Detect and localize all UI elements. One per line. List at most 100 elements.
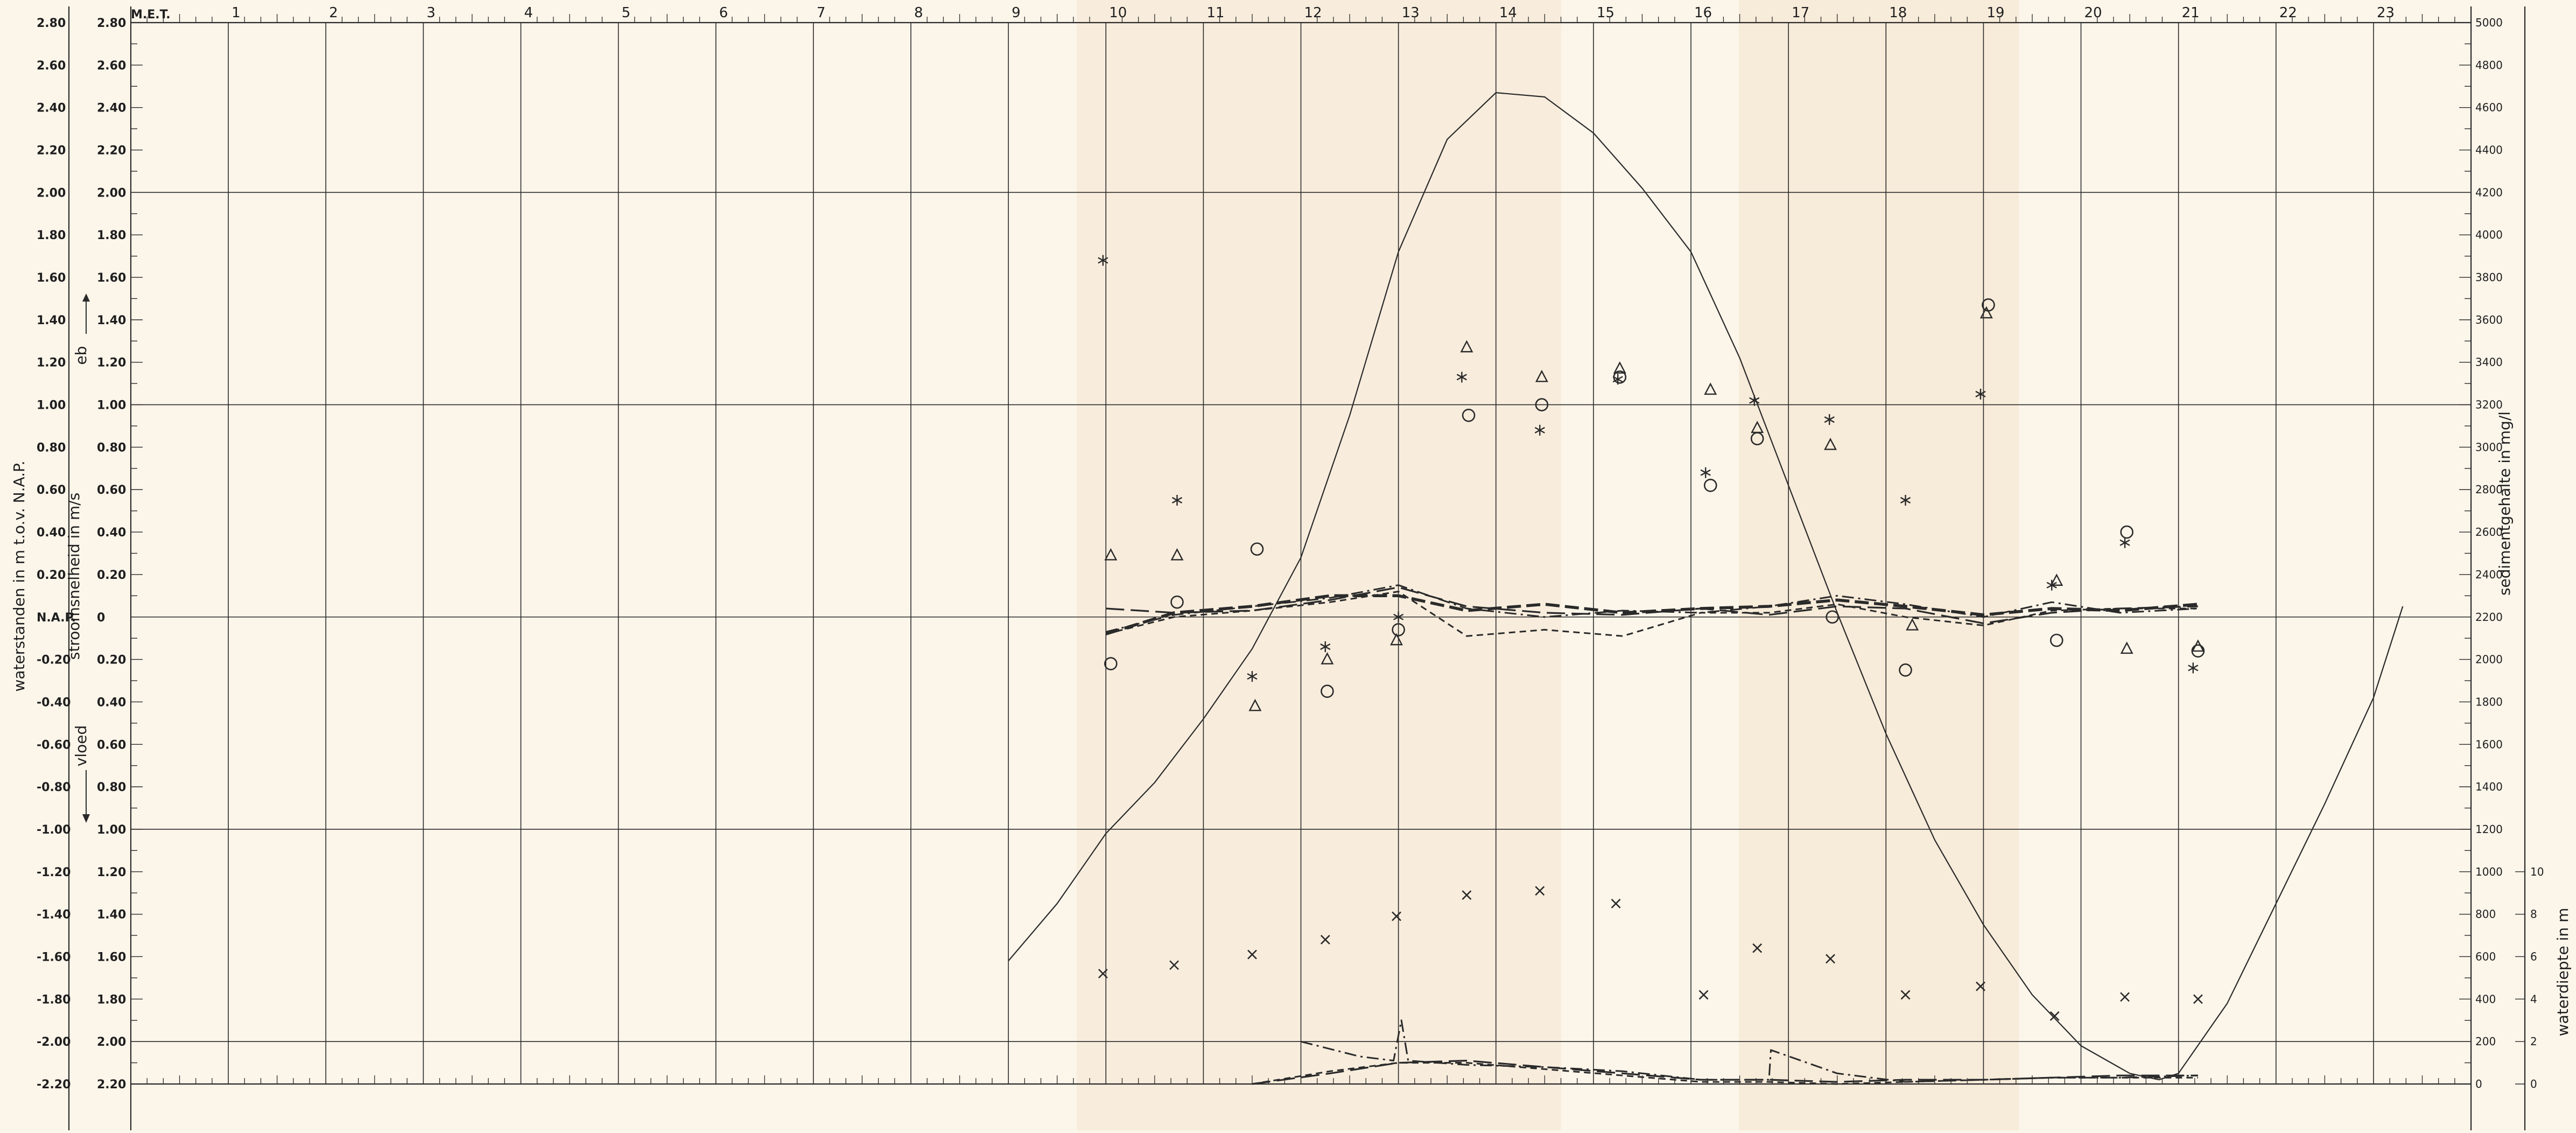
circle-marker (1462, 408, 1476, 422)
circle-marker (2120, 525, 2133, 539)
water-level-tick-label: 1.40 (37, 314, 66, 327)
current-speed-tick-label: 2.40 (97, 102, 126, 115)
sediment-tick-label: 2800 (2475, 483, 2503, 496)
cross-marker (1611, 899, 1621, 908)
sediment-tick-label: 4000 (2475, 228, 2503, 241)
water-level-tick-label: -0.20 (37, 654, 71, 667)
cross-marker (1826, 954, 1835, 964)
sediment-tick-label: 3000 (2475, 440, 2503, 453)
paper-shading (1739, 0, 2019, 1130)
triangle-marker (1613, 361, 1626, 374)
circle-marker (1613, 370, 1627, 384)
sediment-tick-label: 2400 (2475, 568, 2503, 581)
paper-shading (1077, 0, 1561, 1130)
current-speed-tick-label: 1.80 (97, 993, 126, 1006)
series-layer (1008, 92, 2404, 1085)
hour-tick-label: 23 (2377, 5, 2395, 21)
sediment-tick-label: 800 (2475, 908, 2496, 921)
cross-marker (1098, 969, 1108, 978)
asterisk-marker (1247, 671, 1258, 682)
hour-tick-label: 16 (1694, 5, 1712, 21)
circle-marker (1826, 610, 1839, 624)
sediment-tick-label: 4600 (2475, 101, 2503, 114)
water-depth-axis-label: waterdiepte in m (2554, 908, 2572, 1037)
water-level-tick-label: 2.00 (37, 186, 66, 200)
circle-marker (1703, 479, 1717, 492)
cross-marker (2193, 994, 2203, 1004)
circle-marker (2049, 633, 2063, 647)
sediment-tick-label: 2600 (2475, 526, 2503, 538)
current-speed-tick-label: 1.40 (97, 314, 126, 327)
hour-tick-label: 11 (1206, 5, 1224, 21)
circle-marker (1250, 542, 1264, 556)
current-speed-tick-label: 1.00 (97, 399, 126, 412)
current-speed-tick-label: 0.40 (97, 696, 126, 709)
eb-arrow-head (82, 293, 90, 302)
asterisk-marker (2119, 537, 2130, 548)
hour-tick-label: 9 (1012, 5, 1021, 21)
water-level-tick-label: -2.20 (37, 1078, 71, 1092)
current-speed-tick-label: 1.60 (97, 950, 126, 964)
water-level-tick-label: -1.40 (37, 908, 71, 922)
cross-marker (1169, 960, 1179, 970)
cross-marker (1462, 890, 1472, 900)
water-level-tick-label: -2.00 (37, 1036, 71, 1049)
triangle-marker (1535, 369, 1548, 382)
water-level-tick-label: -1.00 (37, 823, 71, 837)
cross-marker (1535, 886, 1545, 896)
water-level-tick-label: 0.20 (37, 569, 66, 582)
cross-marker (1392, 911, 1401, 921)
circle-marker (1535, 398, 1549, 411)
current-speed-tick-label: 1.20 (97, 356, 126, 370)
triangle-marker (1248, 698, 1262, 711)
cross-marker (1752, 943, 1763, 953)
current-speed-tick-label: 0.20 (97, 654, 126, 667)
series-line-dash-dot (1301, 1019, 2198, 1083)
circle-marker (1170, 595, 1184, 609)
current-speed-tick-label: 0.80 (97, 441, 126, 454)
water-depth-tick-label: 0 (2530, 1078, 2537, 1090)
triangle-marker (1704, 382, 1717, 395)
hour-tick-label: 5 (622, 5, 631, 21)
water-level-tick-label: 1.20 (37, 356, 66, 370)
water-level-tick-label: 2.80 (37, 17, 66, 30)
asterisk-marker (1320, 641, 1331, 652)
sediment-tick-label: 4200 (2475, 186, 2503, 199)
water-level-tick-label: 1.60 (37, 271, 66, 285)
water-depth-tick-label: 4 (2530, 992, 2537, 1005)
asterisk-marker (1171, 494, 1183, 506)
triangle-marker (2120, 641, 2133, 654)
sediment-tick-label: 5000 (2475, 16, 2503, 29)
vloed-label: vloed (72, 725, 90, 766)
water-depth-tick-label: 10 (2530, 865, 2544, 878)
sediment-tick-label: 1600 (2475, 738, 2503, 751)
cross-marker (1900, 990, 1911, 1000)
grid-layer (131, 23, 2472, 1084)
vloed-arrow-head (82, 814, 90, 823)
hour-tick-label: 2 (329, 5, 338, 21)
sediment-tick-label: 2200 (2475, 611, 2503, 624)
hour-tick-label: 21 (2182, 5, 2200, 21)
cross-marker (1976, 981, 1985, 991)
sediment-tick-label: 1200 (2475, 823, 2503, 836)
current-speed-tick-label: 2.00 (97, 1036, 126, 1049)
sediment-axis-label: sedimentgehalte in mg/l (2496, 411, 2514, 596)
water-level-tick-label: 2.40 (37, 102, 66, 115)
hour-tick-label: 6 (719, 5, 728, 21)
current-speed-tick-label: 2.20 (97, 144, 126, 158)
hour-tick-label: 3 (426, 5, 436, 21)
current-speed-tick-label: 1.80 (97, 229, 126, 242)
asterisk-marker (1975, 388, 1986, 400)
sediment-tick-label: 3200 (2475, 398, 2503, 411)
sediment-tick-label: 600 (2475, 950, 2496, 963)
current-speed-tick-label: 0.60 (97, 738, 126, 752)
current-speed-tick-label: 1.40 (97, 908, 126, 922)
asterisk-marker (1700, 467, 1711, 478)
water-depth-tick-label: 2 (2530, 1035, 2537, 1048)
sediment-tick-label: 1000 (2475, 865, 2503, 878)
water-level-tick-label: N.A.P. (37, 611, 76, 625)
current-speed-tick-label: 0.40 (97, 526, 126, 540)
circle-marker (1104, 657, 1118, 670)
triangle-marker (1104, 548, 1118, 561)
